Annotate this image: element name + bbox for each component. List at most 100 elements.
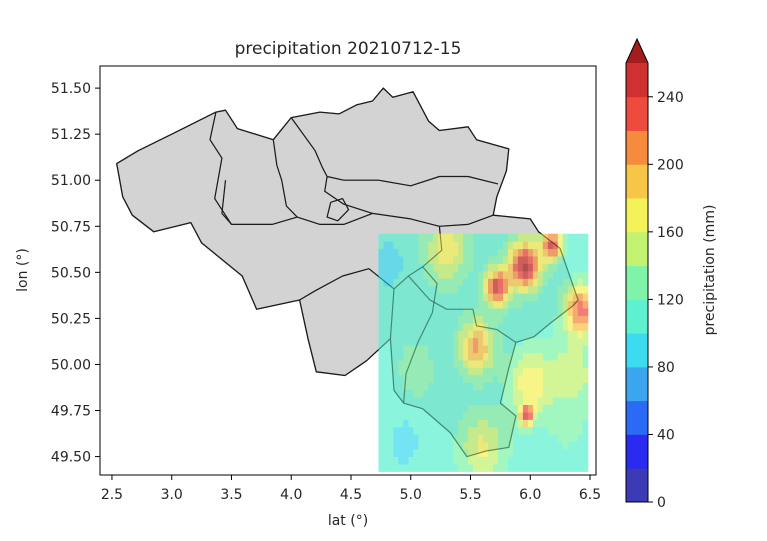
field-cell (393, 322, 399, 331)
field-cell (488, 270, 494, 279)
field-cell (408, 248, 414, 257)
field-cell (577, 285, 584, 294)
field-cell (413, 463, 419, 472)
field-cell (448, 315, 454, 324)
field-cell (483, 300, 489, 309)
field-cell (522, 367, 529, 376)
field-cell (547, 315, 554, 324)
field-cell (567, 367, 574, 376)
field-cell (503, 367, 509, 376)
field-cell (468, 463, 474, 472)
field-cell (478, 322, 484, 331)
field-cell (453, 300, 459, 309)
field-cell (448, 352, 454, 361)
field-cell (383, 248, 390, 257)
field-cell (532, 241, 539, 250)
field-cell (567, 404, 574, 413)
field-cell (503, 345, 509, 354)
field-cell (428, 233, 434, 242)
field-cell (478, 374, 484, 383)
field-cell (433, 322, 439, 331)
field-cell (508, 434, 514, 443)
field-cell (413, 359, 419, 368)
field-cell (473, 397, 479, 405)
field-cell (517, 397, 524, 405)
field-cell (488, 263, 494, 272)
field-cell (453, 278, 459, 287)
field-cell (458, 359, 464, 368)
field-cell (418, 315, 424, 324)
field-cell (508, 285, 514, 294)
field-cell (463, 352, 469, 361)
field-cell (458, 382, 464, 391)
field-cell (403, 345, 409, 354)
field-cell (572, 233, 579, 242)
field-cell (458, 456, 464, 465)
field-cell (577, 322, 584, 331)
field-cell (403, 241, 409, 250)
field-cell (577, 315, 584, 324)
field-cell (388, 241, 394, 250)
field-cell (388, 307, 394, 316)
field-cell (448, 411, 454, 420)
field-cell (552, 263, 559, 272)
field-cell (517, 434, 524, 443)
field-cell (517, 404, 524, 413)
field-cell (468, 300, 474, 309)
field-cell (388, 359, 394, 368)
field-cell (453, 463, 459, 472)
field-cell (552, 404, 559, 413)
field-cell (582, 337, 589, 346)
field-cell (453, 367, 459, 376)
field-cell (418, 382, 424, 391)
field-cell (582, 367, 589, 376)
field-cell (383, 345, 390, 354)
field-cell (542, 456, 549, 465)
field-cell (388, 382, 394, 391)
field-cell (562, 367, 569, 376)
field-cell (433, 404, 439, 413)
field-cell (473, 419, 479, 428)
field-cell (527, 382, 534, 391)
field-cell (443, 330, 449, 339)
field-cell (468, 270, 474, 279)
field-cell (378, 278, 385, 287)
field-cell (522, 463, 529, 472)
field-cell (547, 345, 554, 354)
field-cell (483, 397, 489, 405)
field-cell (453, 449, 459, 457)
field-cell (582, 270, 589, 279)
field-cell (493, 352, 499, 361)
province-border-overlay (299, 268, 395, 301)
field-cell (532, 270, 539, 279)
field-cell (423, 278, 429, 287)
field-cell (567, 382, 574, 391)
field-cell (527, 337, 534, 346)
plot-frame (99, 65, 597, 476)
field-cell (443, 374, 449, 383)
field-cell (488, 374, 494, 383)
field-cell (493, 463, 499, 472)
field-cell (383, 285, 390, 294)
colorbar-segment (626, 366, 648, 402)
field-cell (428, 456, 434, 465)
field-cell (433, 359, 439, 368)
field-cell (493, 233, 499, 242)
field-cell (517, 330, 524, 339)
field-cell (527, 411, 534, 420)
field-cell (408, 293, 414, 302)
field-cell (468, 285, 474, 294)
field-cell (527, 449, 534, 457)
field-cell (572, 278, 579, 287)
x-tick-label: 5.5 (459, 487, 481, 503)
field-cell (388, 374, 394, 383)
field-cell (453, 255, 459, 264)
field-cell (433, 233, 439, 242)
field-cell (388, 270, 394, 279)
field-cell (438, 404, 444, 413)
field-cell (473, 285, 479, 294)
field-cell (478, 233, 484, 242)
field-cell (443, 463, 449, 472)
field-cell (562, 241, 569, 250)
field-cell (522, 352, 529, 361)
